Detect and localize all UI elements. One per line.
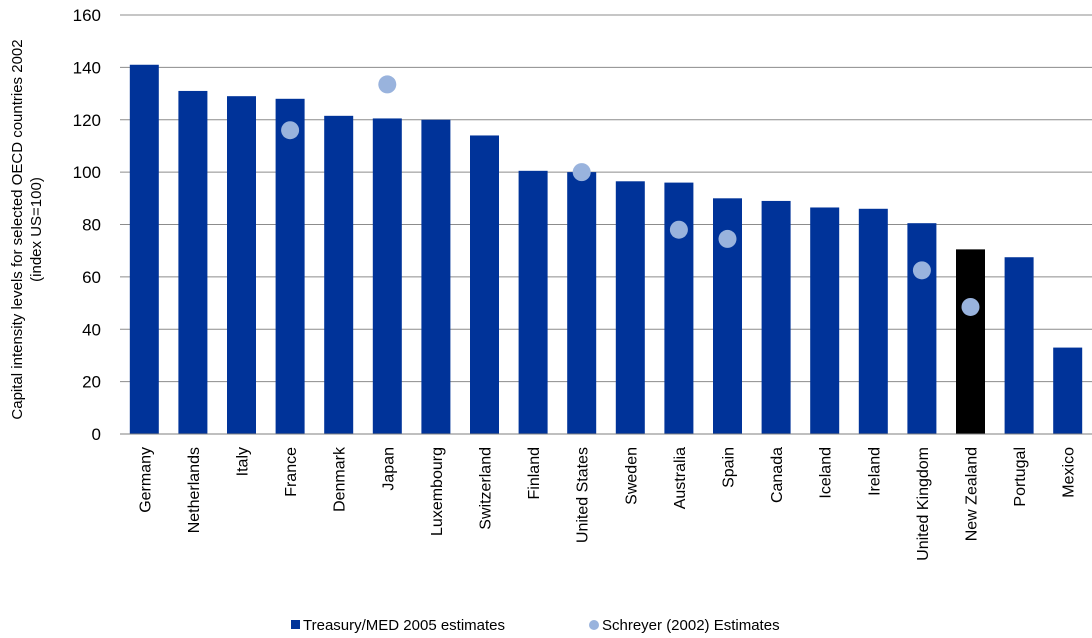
- bar-france: [275, 98, 305, 435]
- bar-finland: [518, 170, 548, 435]
- category-label: Sweden: [623, 447, 640, 505]
- y-tick-label: 60: [82, 268, 101, 287]
- x-axis-categories: Germany Netherlands Italy France Denmark Japa…: [137, 446, 1077, 561]
- legend-dot-swatch: [589, 620, 599, 630]
- category-label: Spain: [721, 447, 738, 488]
- legend-dot-label: Schreyer (2002) Estimates: [602, 617, 780, 634]
- legend-bar-label: Treasury/MED 2005 estimates: [303, 617, 505, 634]
- category-label: Canada: [769, 447, 786, 503]
- bar-italy: [227, 96, 256, 435]
- y-axis-label-line-1: Capital intensity levels for selected OE…: [9, 39, 26, 419]
- y-tick-label: 0: [92, 425, 101, 444]
- category-label: New Zealand: [964, 447, 981, 541]
- y-axis-ticks: 0 20 40 60 80 100 120 140 160: [73, 6, 101, 444]
- gridlines: [120, 14, 1092, 383]
- bar-netherlands: [178, 90, 208, 434]
- bar-series: [129, 64, 1083, 435]
- y-tick-label: 160: [73, 6, 101, 25]
- point-united-states: [572, 163, 591, 182]
- bar-australia: [664, 182, 694, 434]
- y-tick-label: 100: [73, 163, 101, 182]
- y-axis-label-line-2: (index US=100): [28, 177, 45, 282]
- category-label: Switzerland: [478, 447, 495, 530]
- bar-switzerland: [470, 135, 499, 434]
- bar-germany: [129, 64, 159, 434]
- bar-portugal: [1004, 257, 1034, 434]
- point-new-zealand: [961, 297, 980, 316]
- category-label: Finland: [526, 447, 543, 499]
- bar-canada: [761, 200, 791, 434]
- category-label: Ireland: [866, 447, 883, 496]
- y-tick-label: 80: [82, 216, 101, 235]
- bar-iceland: [810, 207, 840, 434]
- category-label: Netherlands: [186, 447, 203, 533]
- point-australia: [669, 220, 688, 239]
- y-tick-label: 20: [82, 373, 101, 392]
- bar-sweden: [615, 181, 645, 434]
- legend: Treasury/MED 2005 estimates Schreyer (20…: [291, 617, 780, 634]
- category-label: Luxembourg: [429, 447, 446, 536]
- bar-united-states: [567, 172, 597, 434]
- category-label: United States: [575, 447, 592, 543]
- category-label: Australia: [672, 447, 689, 509]
- y-tick-label: 140: [73, 58, 101, 77]
- point-france: [281, 121, 300, 140]
- bar-denmark: [324, 115, 354, 435]
- bar-mexico: [1053, 347, 1083, 434]
- scatter-series: [281, 75, 980, 316]
- point-spain: [718, 229, 737, 248]
- category-label: Germany: [137, 447, 154, 513]
- category-label: Mexico: [1061, 447, 1078, 498]
- legend-bar-swatch: [291, 620, 300, 629]
- category-label: France: [283, 447, 300, 497]
- point-united-kingdom: [912, 261, 931, 280]
- y-tick-label: 120: [73, 111, 101, 130]
- category-label: Portugal: [1012, 447, 1029, 507]
- bar-luxembourg: [421, 119, 451, 434]
- category-label: Iceland: [818, 447, 835, 499]
- bar-ireland: [858, 208, 888, 434]
- bar-japan: [372, 118, 402, 435]
- bar-new-zealand: [956, 249, 985, 434]
- point-japan: [378, 75, 397, 94]
- y-tick-label: 40: [82, 320, 101, 339]
- category-label: Denmark: [332, 446, 349, 512]
- category-label: Italy: [235, 447, 252, 476]
- category-label: United Kingdom: [915, 447, 932, 561]
- bar-united-kingdom: [907, 223, 937, 434]
- category-label: Japan: [380, 447, 397, 491]
